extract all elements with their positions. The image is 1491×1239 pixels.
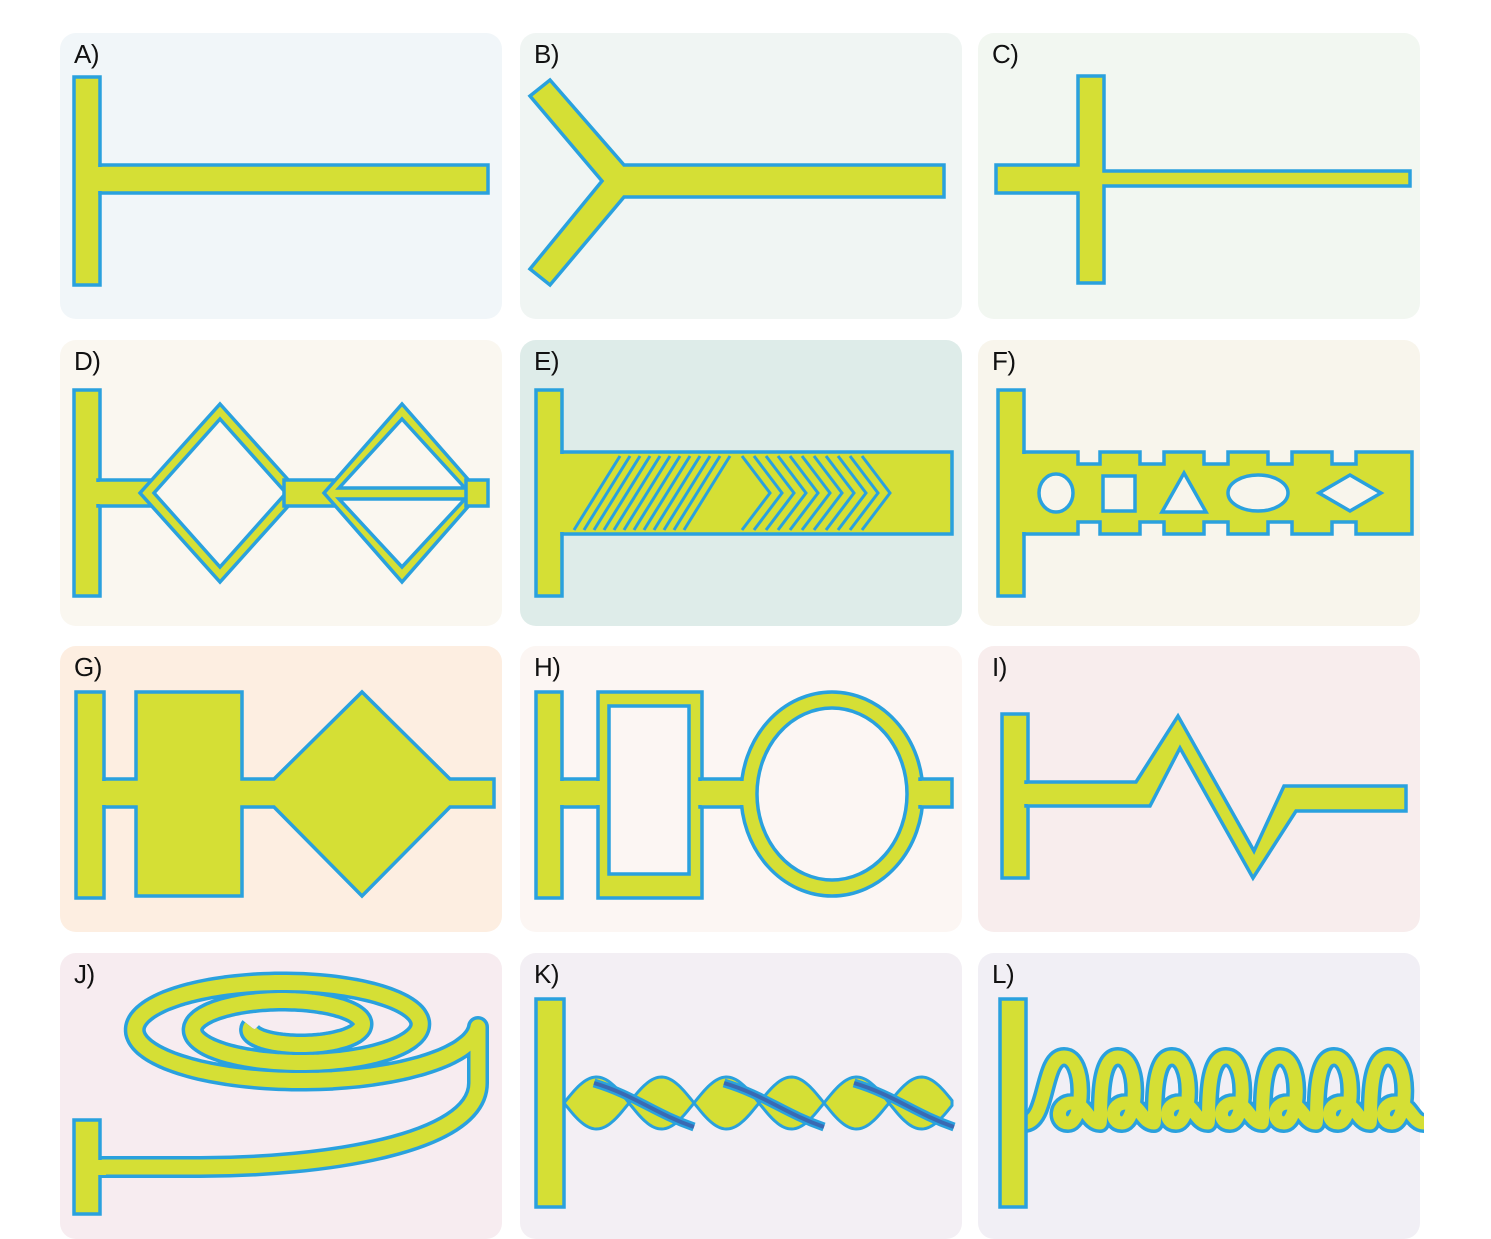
slanted-grooves [572,455,732,531]
twist-strand-core [853,1081,955,1129]
panel-label: F) [992,346,1016,376]
panel-e: E) [520,340,962,626]
chevron-groove [848,455,880,531]
panel-label: J) [74,959,95,989]
panel-label: G) [74,652,102,682]
panel-j: J) [60,953,502,1239]
groove-line [642,455,692,531]
t-junction-channel [72,75,490,287]
grooved-mixer-channel [534,388,954,598]
panel-label: K) [534,959,560,989]
twisted-channel [534,997,956,1209]
chevron-groove [776,455,808,531]
groove-line [622,455,672,531]
panel-a: A) [60,33,502,319]
groove-line [652,455,702,531]
panel-d: D) [60,340,502,626]
solid-chamber-channel [74,689,496,900]
panel-label: B) [534,39,560,69]
twist-strand-core [593,1081,695,1129]
panel-g: G) [60,646,502,932]
groove-line [582,455,632,531]
zigzag-channel [1000,712,1408,882]
herringbone-grooves [740,455,892,531]
panel-label: C) [992,39,1019,69]
hollow-chamber-channel [534,690,954,900]
panel-label: H) [534,652,561,682]
groove-line [682,455,732,531]
panel-c: C) [978,33,1420,319]
panel-f: F) [978,340,1420,626]
chevron-groove [764,455,796,531]
panel-label: E) [534,346,560,376]
groove-line [632,455,682,531]
panel-b: B) [520,33,962,319]
panel-h: H) [520,646,962,932]
chevron-groove [836,455,868,531]
twisted-strands [562,1075,956,1132]
diamond-split-channel [72,388,490,598]
groove-line [672,455,722,531]
chevron-groove [860,455,892,531]
y-junction-channel [527,77,946,288]
chevron-groove [800,455,832,531]
coiled-helix-channel [998,997,1427,1209]
obstacle-chamber-channel [996,388,1414,598]
chevron-groove [812,455,844,531]
groove-line [592,455,642,531]
groove-line [612,455,662,531]
panel-label: D) [74,346,101,376]
panel-label: L) [992,959,1015,989]
panel-i: I) [978,646,1420,932]
spiral-channel [72,971,489,1216]
panel-k: K) [520,953,962,1239]
groove-line [602,455,652,531]
groove-line [572,455,622,531]
twist-strand-core [723,1081,825,1129]
groove-line [662,455,712,531]
chevron-groove [788,455,820,531]
chevron-groove [824,455,856,531]
chevron-groove [740,455,772,531]
panel-l: L) [978,953,1427,1239]
panel-label: A) [74,39,100,69]
panel-label: I) [992,652,1007,682]
chevron-groove [752,455,784,531]
cross-junction-channel [994,74,1412,285]
